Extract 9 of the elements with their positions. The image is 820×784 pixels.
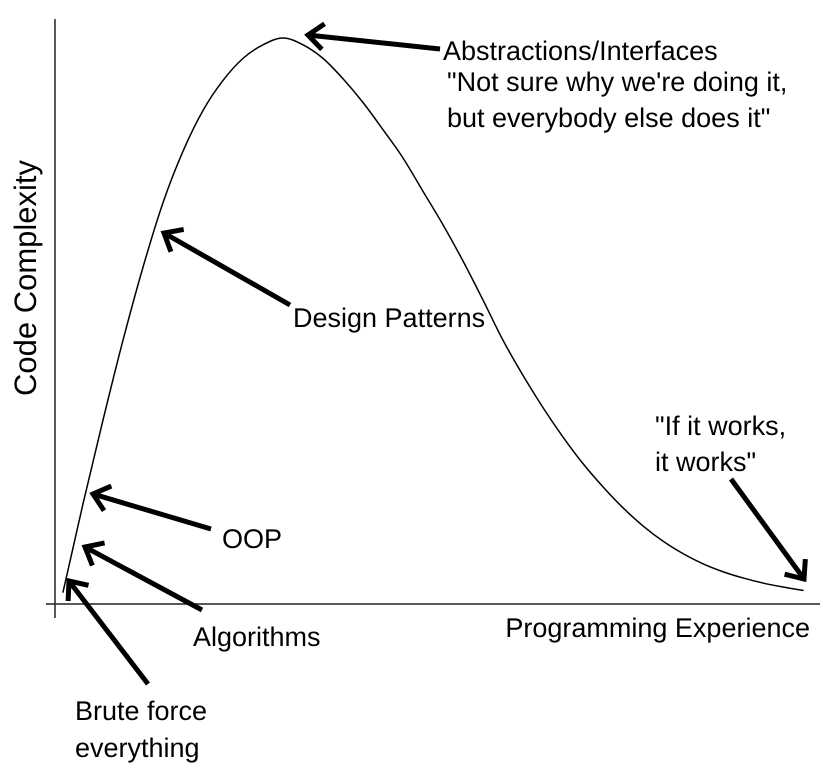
x-axis-title: Programming Experience: [505, 613, 810, 643]
annotation: "Not sure why we're doing it, but everybody else does it": [447, 67, 788, 133]
text: Algorithms: [193, 622, 321, 652]
annotation: OOP: [222, 524, 282, 554]
y-axis-title: Code Complexity: [8, 159, 43, 396]
text: Brute force everything: [75, 696, 208, 763]
annotation: "If it works, it works": [655, 411, 786, 477]
annotation: Abstractions/Interfaces: [443, 36, 718, 66]
annotation: Design Patterns: [293, 303, 486, 333]
